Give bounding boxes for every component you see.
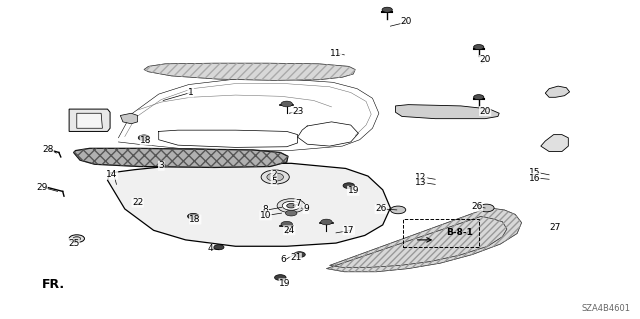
Text: 9: 9: [303, 204, 308, 213]
Text: 25: 25: [68, 239, 79, 248]
Text: 23: 23: [292, 107, 303, 115]
Text: 17: 17: [343, 226, 355, 235]
Text: 11: 11: [330, 49, 342, 58]
Text: 20: 20: [479, 56, 491, 64]
Bar: [403, 219, 479, 247]
Circle shape: [479, 204, 494, 212]
Polygon shape: [69, 109, 110, 131]
Text: 20: 20: [401, 17, 412, 26]
Circle shape: [267, 173, 284, 181]
Text: 2: 2: [271, 170, 276, 179]
Circle shape: [321, 219, 332, 225]
Text: 14: 14: [106, 170, 118, 179]
Polygon shape: [396, 105, 499, 119]
Circle shape: [281, 101, 292, 107]
Circle shape: [69, 235, 84, 242]
Text: 29: 29: [36, 183, 47, 192]
Circle shape: [285, 210, 297, 216]
Text: 4: 4: [207, 244, 212, 253]
Circle shape: [281, 221, 292, 227]
Polygon shape: [77, 113, 102, 128]
Circle shape: [390, 206, 406, 214]
Text: 10: 10: [260, 211, 271, 220]
Text: 18: 18: [140, 136, 152, 145]
Text: 13: 13: [415, 178, 427, 187]
Text: 26: 26: [471, 202, 483, 211]
Text: 12: 12: [415, 173, 427, 182]
Polygon shape: [326, 208, 522, 272]
Circle shape: [73, 237, 81, 241]
Text: 7: 7: [295, 199, 300, 208]
Circle shape: [275, 275, 286, 280]
Text: FR.: FR.: [42, 278, 65, 291]
Circle shape: [287, 204, 296, 208]
Polygon shape: [74, 148, 288, 167]
Text: 8: 8: [263, 205, 268, 214]
Circle shape: [261, 170, 289, 184]
Text: SZA4B4601: SZA4B4601: [581, 304, 630, 313]
Text: 6: 6: [280, 256, 285, 264]
Text: 26: 26: [375, 204, 387, 213]
Text: 19: 19: [279, 279, 291, 288]
Polygon shape: [545, 86, 570, 97]
Text: 27: 27: [550, 223, 561, 232]
Circle shape: [294, 252, 305, 257]
Circle shape: [188, 213, 199, 219]
Text: 5: 5: [271, 177, 276, 186]
Text: 20: 20: [479, 107, 491, 115]
Polygon shape: [120, 113, 138, 124]
Text: 24: 24: [284, 226, 295, 235]
Text: 28: 28: [42, 145, 54, 154]
Text: 1: 1: [188, 88, 193, 97]
Circle shape: [474, 95, 484, 100]
Polygon shape: [108, 163, 390, 246]
Polygon shape: [541, 135, 568, 152]
Polygon shape: [144, 63, 355, 80]
Circle shape: [138, 135, 150, 141]
Text: 22: 22: [132, 198, 143, 207]
Text: 21: 21: [290, 253, 301, 262]
Circle shape: [474, 45, 484, 50]
Text: 19: 19: [348, 186, 359, 195]
Text: 18: 18: [189, 215, 201, 224]
Text: B-8-1: B-8-1: [446, 228, 473, 237]
Circle shape: [214, 245, 224, 250]
Circle shape: [343, 183, 355, 189]
Circle shape: [382, 7, 392, 12]
Text: 15: 15: [529, 168, 540, 177]
Text: 16: 16: [529, 174, 540, 182]
Circle shape: [282, 201, 300, 210]
Text: 3: 3: [159, 161, 164, 170]
Circle shape: [277, 199, 305, 213]
